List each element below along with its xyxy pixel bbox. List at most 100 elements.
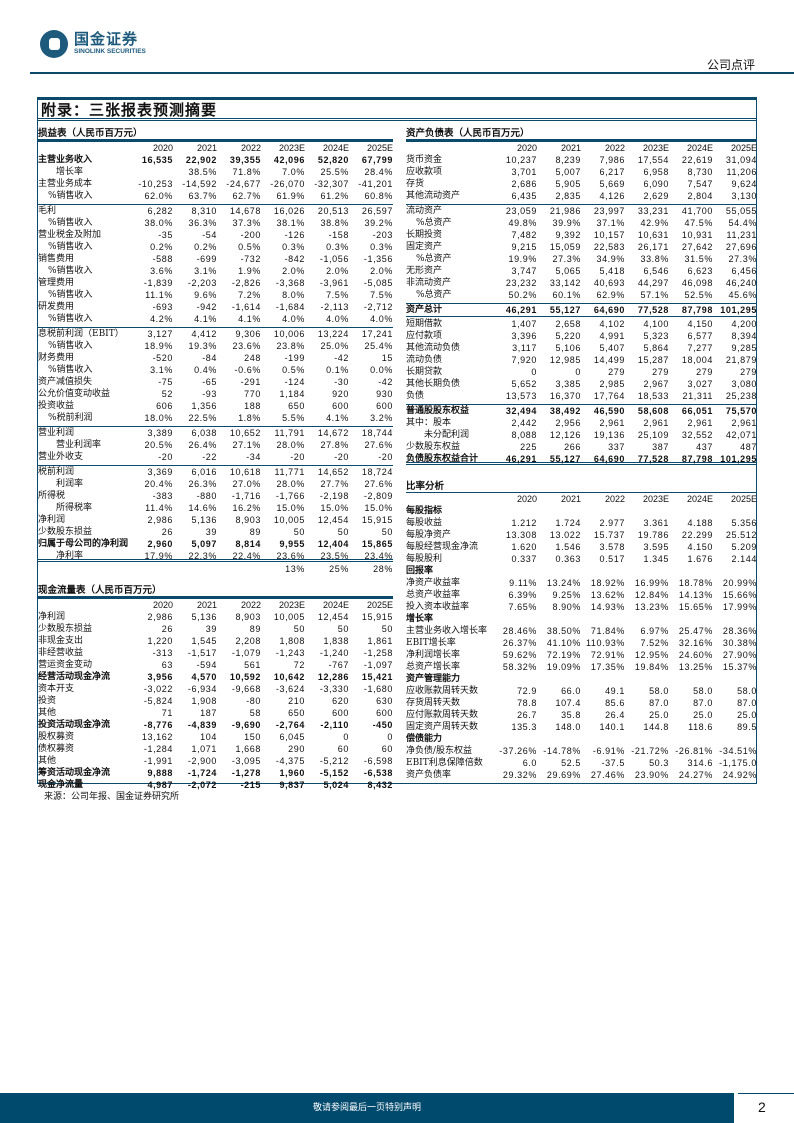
cell-value: 14,672: [317, 428, 349, 438]
cell-value: -2,072: [187, 780, 217, 790]
row-label: 管理费用: [38, 278, 75, 288]
cell-value: 50: [293, 624, 305, 634]
cell-value: 0: [575, 367, 581, 377]
table-row: %销售收入 62.0% 63.7% 62.7% 61.9% 61.2% 60.8%: [38, 190, 393, 202]
cell-value: 61.9%: [276, 191, 305, 201]
cell-value: 38.50%: [546, 626, 581, 636]
cell-value: 26: [161, 624, 173, 634]
table-row: 资产负债率 29.32% 29.69% 27.46% 23.90% 24.27% 24.92…: [406, 769, 757, 781]
cell-value: 21,986: [549, 206, 581, 216]
row-label: 存货周转天数: [406, 698, 461, 708]
row-label: 其他流动资产: [406, 191, 461, 201]
cell-value: 60: [381, 744, 393, 754]
cell-value: 225: [520, 442, 537, 452]
row-label: 营业利润: [38, 428, 75, 438]
table-row: 投入资本收益率 7.65% 8.90% 14.93% 13.23% 15.65% 17.99…: [406, 601, 757, 613]
cell-value: 26.3%: [188, 479, 217, 489]
row-label: [38, 563, 129, 575]
cell-value: 50.2%: [508, 290, 537, 300]
cell-value: 33,142: [549, 278, 581, 288]
cell-value: 23,059: [505, 206, 537, 216]
cell-value: 19.9%: [508, 254, 537, 264]
cell-value: 38.8%: [320, 218, 349, 228]
cell-value: 5,007: [555, 167, 581, 177]
cell-value: -5,152: [319, 768, 349, 778]
cell-value: 2,986: [147, 612, 173, 622]
cell-value: 39.9%: [552, 218, 581, 228]
cell-value: 64,690: [593, 454, 625, 464]
row-label: 无形资产: [406, 266, 443, 276]
cell-value: [581, 505, 625, 517]
spacer: [38, 575, 393, 583]
cell-value: 7,277: [687, 343, 713, 353]
cell-value: 3,747: [511, 266, 537, 276]
cell-value: -199: [284, 353, 305, 363]
logo-en: SINOLINK SECURITIES: [74, 48, 146, 55]
spacer: [406, 466, 757, 479]
cell-value: 50: [337, 527, 349, 537]
cell-value: 16,026: [273, 206, 305, 216]
cell-value: 3.578: [599, 542, 625, 552]
cell-value: 26.4%: [188, 440, 217, 450]
cell-value: [581, 733, 625, 745]
cell-value: 32,552: [681, 430, 713, 440]
row-label: 净利润增长率: [406, 650, 461, 660]
row-label: 每股净资产: [406, 530, 452, 540]
cell-value: 9.25%: [552, 590, 581, 600]
cell-value: 279: [740, 367, 757, 377]
cell-value: 60: [337, 744, 349, 754]
left-column: 损益表（人民币百万元） 2020 2021 2022 2023E 2024E 2025E 主营…: [38, 126, 393, 791]
cell-value: 248: [244, 353, 261, 363]
cell-value: [669, 565, 713, 577]
cell-value: -291: [240, 377, 261, 387]
cell-value: 3,027: [687, 379, 713, 389]
cell-value: 1.8%: [238, 413, 261, 423]
row-label: 每股收益: [406, 518, 443, 528]
cell-value: -1,680: [363, 684, 393, 694]
cell-value: 314.6: [687, 758, 713, 768]
row-label: 销售费用: [38, 254, 75, 264]
cell-value: 9,306: [235, 329, 261, 339]
table-row: 净利率 17.9% 22.3% 22.4% 23.6% 23.5% 23.4%: [38, 550, 393, 562]
cell-value: [537, 505, 581, 517]
cell-value: 27.6%: [364, 479, 393, 489]
cell-value: 89: [249, 527, 261, 537]
cell-value: -22: [202, 452, 217, 462]
ratios-years-row: 2020 2021 2022 2023E 2024E 2025E: [406, 493, 757, 505]
cell-value: 22,902: [185, 155, 217, 165]
cell-value: 14.13%: [678, 590, 713, 600]
cell-value: 8.0%: [282, 290, 305, 300]
cell-value: 8,310: [191, 206, 217, 216]
cell-value: -24,677: [226, 179, 261, 189]
cell-value: 87.0: [737, 698, 757, 708]
cell-value: 279: [652, 367, 669, 377]
cell-value: 2.0%: [282, 266, 305, 276]
cell-value: -588: [152, 254, 173, 264]
cell-value: 26,597: [361, 206, 393, 216]
table-row: 息税前利润（EBIT） 3,127 4,412 9,306 10,006 13,224 17…: [38, 327, 393, 340]
cell-value: 22.3%: [188, 551, 217, 561]
cell-value: 46,240: [725, 278, 757, 288]
table-row: 非现金支出 1,220 1,545 2,208 1,808 1,838 1,861: [38, 635, 393, 647]
table-row: 固定资产周转天数 135.3 148.0 140.1 144.8 118.6 89.5: [406, 721, 757, 733]
cell-value: 8,432: [367, 780, 393, 790]
cell-value: 2.144: [731, 554, 757, 564]
page-number: 2: [758, 1099, 766, 1115]
cell-value: 58.0: [649, 686, 669, 696]
row-label: 负债: [406, 391, 425, 401]
cell-value: 27.7%: [320, 479, 349, 489]
row-label: 固定资产周转天数: [406, 722, 479, 732]
table-row: 净负债/股东权益 -37.26% -14.78% -6.91% -21.72% -26.8…: [406, 745, 757, 757]
cell-value: -20: [290, 452, 305, 462]
cell-value: 7.52%: [640, 638, 669, 648]
cell-value: 29.69%: [546, 770, 581, 780]
row-label: 归属于母公司的净利润: [38, 539, 129, 549]
cell-value: 3.1%: [150, 365, 173, 375]
table-row: 管理费用 -1,839 -2,203 -2,826 -3,368 -3,961 -5,085: [38, 277, 393, 289]
cell-value: 8,814: [235, 539, 261, 549]
cell-value: -3,961: [319, 278, 349, 288]
cell-value: -20: [378, 452, 393, 462]
cell-value: 12,126: [549, 430, 581, 440]
cell-value: 8,903: [235, 612, 261, 622]
row-label: 增长率: [406, 614, 434, 624]
